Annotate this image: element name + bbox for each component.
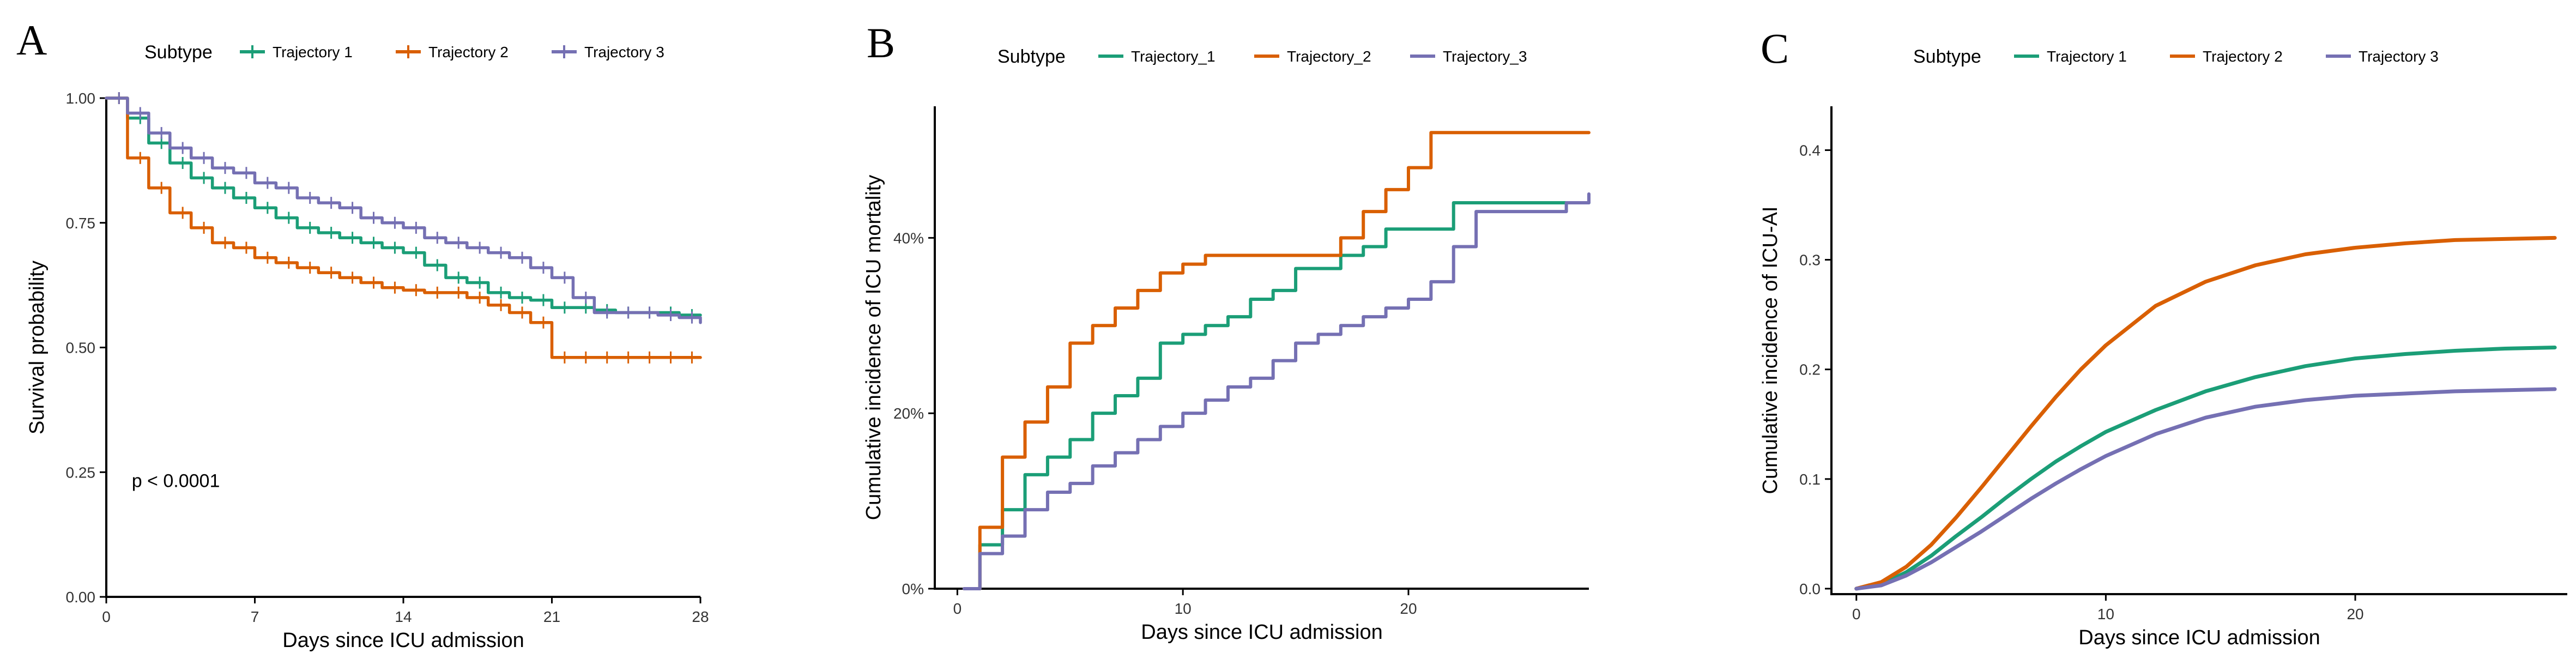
legend: Subtype Trajectory_1 Trajectory_2 Trajector…: [997, 46, 1527, 67]
series-3: [962, 192, 1591, 590]
x-tick-label: 28: [692, 608, 709, 625]
y-tick-label: 0.3: [1799, 252, 1821, 269]
series-line: [962, 201, 1591, 590]
x-axis-title: Days since ICU admission: [282, 629, 524, 652]
panel-b: B Subtype Trajectory_1 Trajectory_2 Trajecto…: [850, 0, 1613, 671]
panel-a: A Subtype Trajectory 1 Trajectory 2 Trajecto…: [0, 0, 709, 671]
axes: 0 10 20 0.0 0.1 0.2 0.3 0.4: [1799, 106, 2567, 622]
panel-c: C Subtype Trajectory 1 Trajectory 2 Trajecto…: [1733, 0, 2576, 671]
legend-item: Trajectory 1: [240, 44, 353, 61]
legend-title: Subtype: [144, 42, 213, 63]
panel-label: C: [1761, 25, 1789, 72]
x-axis-title: Days since ICU admission: [1141, 621, 1382, 644]
legend-label: Trajectory 3: [584, 44, 664, 61]
y-tick-label: 0.0: [1799, 581, 1821, 597]
legend-title: Subtype: [1913, 46, 1981, 67]
legend-label: Trajectory_1: [1131, 48, 1216, 65]
x-tick-label: 20: [1400, 600, 1417, 617]
x-tick-label: 0: [1852, 606, 1861, 622]
y-tick-label: 20%: [893, 405, 924, 422]
x-tick-label: 10: [2097, 606, 2114, 622]
panel-label: A: [16, 16, 47, 64]
legend-item: Trajectory 3: [2326, 48, 2439, 65]
icu-ai-chart: C Subtype Trajectory 1 Trajectory 2 Trajecto…: [1759, 25, 2567, 649]
p-value-annotation: p < 0.0001: [132, 471, 220, 492]
survival-chart: A Subtype Trajectory 1 Trajectory 2 Trajecto…: [16, 16, 709, 652]
legend-label: Trajectory 2: [428, 44, 509, 61]
y-tick-label: 0.4: [1799, 142, 1821, 159]
series-1: [962, 201, 1591, 590]
x-tick-label: 20: [2347, 606, 2363, 622]
legend-label: Trajectory_2: [1287, 48, 1371, 65]
series-1: [1854, 345, 2557, 591]
legend-item: Trajectory 2: [396, 44, 509, 61]
y-axis-title: Cumulative incidence of ICU mortality: [862, 175, 885, 521]
series-line: [1854, 387, 2557, 591]
series-line: [962, 192, 1591, 590]
series-line: [105, 96, 702, 324]
series-line: [1854, 235, 2557, 591]
y-tick-label: 1.00: [66, 90, 96, 107]
legend-label: Trajectory_3: [1443, 48, 1527, 65]
y-tick-label: 0.25: [66, 464, 96, 481]
axes: 0 7 14 21 28 0.00 0.25 0.50 0.75 1.00: [66, 90, 709, 625]
axes: 0 10 20 0% 20% 40%: [893, 106, 1589, 617]
y-tick-label: 0%: [902, 581, 924, 597]
legend: Subtype Trajectory 1 Trajectory 2 Trajector…: [144, 42, 664, 63]
legend-label: Trajectory 3: [2359, 48, 2439, 65]
series-3: [1854, 387, 2557, 591]
series-2: [1854, 235, 2557, 591]
series-line: [1854, 345, 2557, 591]
y-tick-label: 0.75: [66, 215, 96, 232]
legend-item: Trajectory 1: [2014, 48, 2127, 65]
series-3: [105, 92, 702, 324]
y-tick-label: 0.50: [66, 340, 96, 356]
series-2: [962, 131, 1591, 590]
y-tick-label: 0.00: [66, 589, 96, 606]
legend-item: Trajectory_2: [1254, 48, 1371, 65]
y-tick-label: 0.1: [1799, 471, 1821, 488]
legend: Subtype Trajectory 1 Trajectory 2 Trajector…: [1913, 46, 2439, 67]
legend-item: Trajectory_3: [1410, 48, 1527, 65]
y-axis-title: Cumulative incidence of ICU-AI: [1759, 207, 1782, 494]
legend-item: Trajectory 2: [2170, 48, 2283, 65]
legend-item: Trajectory 3: [552, 44, 664, 61]
series-2: [105, 92, 702, 364]
legend-title: Subtype: [997, 46, 1066, 67]
legend-label: Trajectory 2: [2203, 48, 2283, 65]
x-tick-label: 0: [102, 608, 111, 625]
x-tick-label: 21: [543, 608, 560, 625]
y-tick-label: 0.2: [1799, 361, 1821, 378]
x-tick-label: 7: [251, 608, 259, 625]
y-tick-label: 40%: [893, 229, 924, 246]
x-tick-label: 0: [953, 600, 962, 617]
icu-mortality-chart: B Subtype Trajectory_1 Trajectory_2 Trajecto…: [862, 19, 1591, 644]
x-tick-label: 10: [1175, 600, 1192, 617]
x-tick-label: 14: [395, 608, 412, 625]
legend-label: Trajectory 1: [273, 44, 353, 61]
y-axis-title: Survival probability: [26, 261, 49, 434]
x-axis-title: Days since ICU admission: [2078, 626, 2320, 649]
panel-label: B: [867, 19, 895, 67]
legend-item: Trajectory_1: [1098, 48, 1216, 65]
legend-label: Trajectory 1: [2047, 48, 2127, 65]
series-line: [105, 96, 702, 317]
